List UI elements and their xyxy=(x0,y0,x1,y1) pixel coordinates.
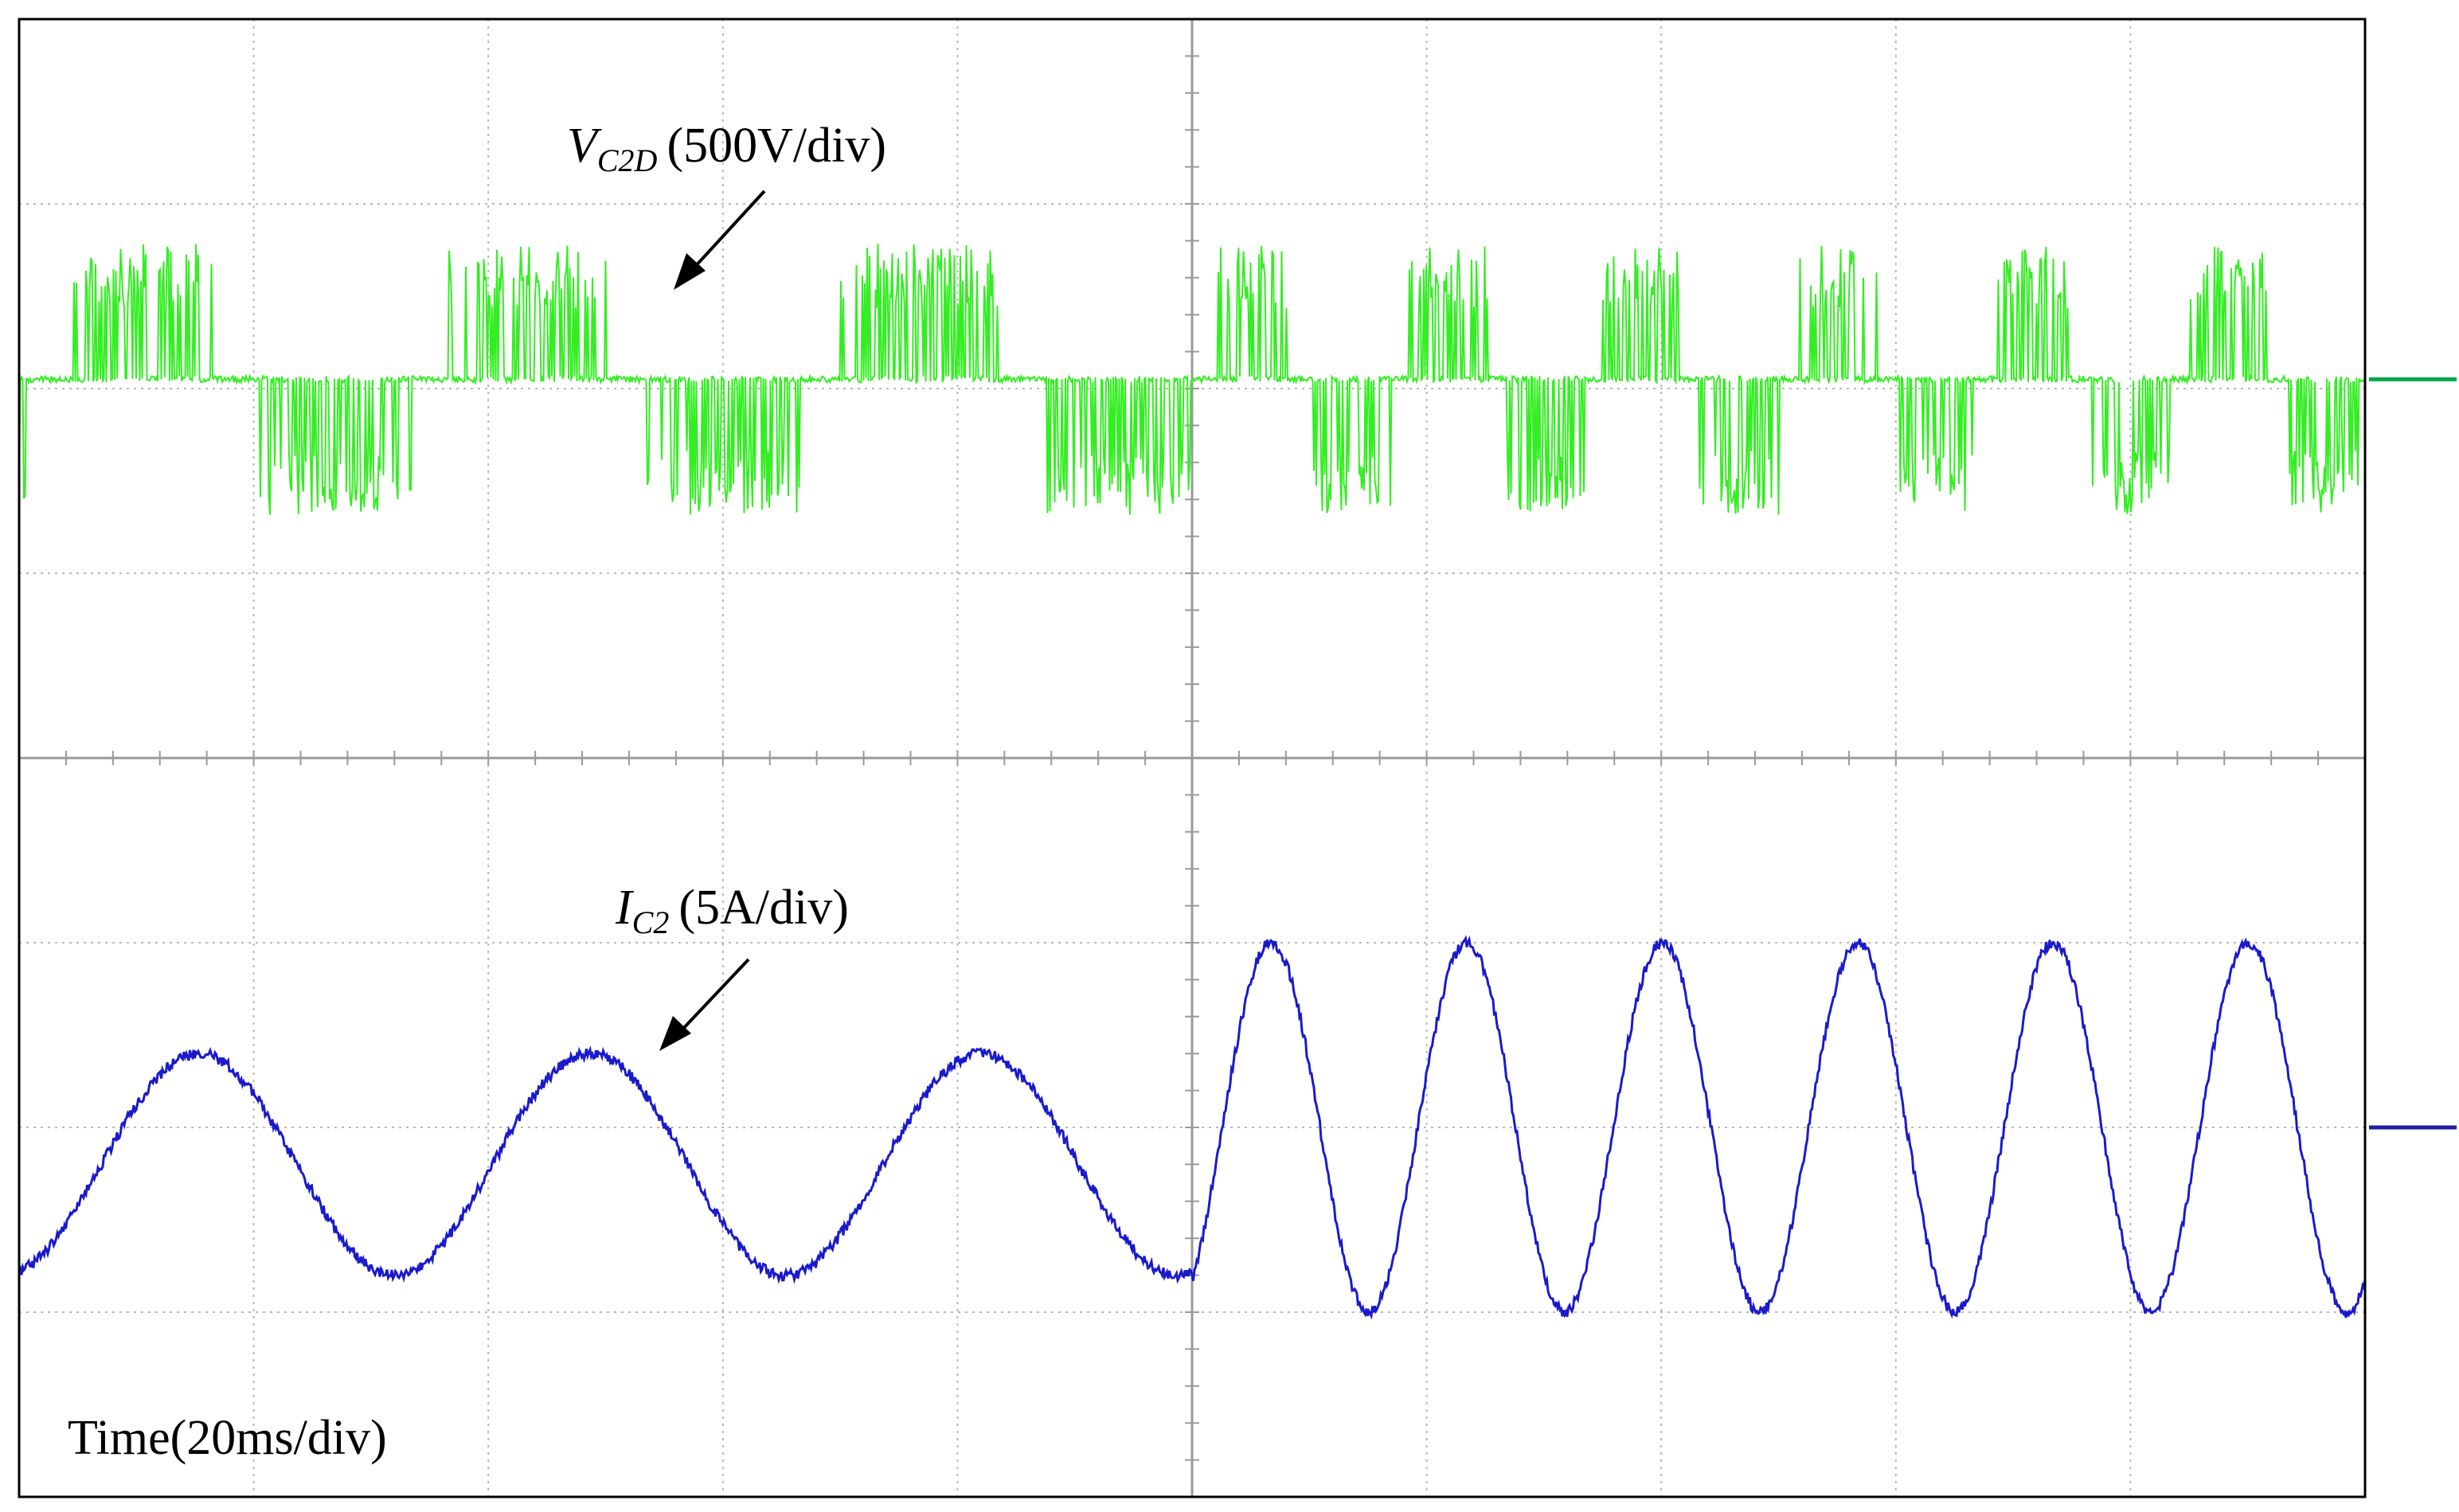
waveforms xyxy=(18,243,2367,1320)
voltage-label-sub: C2D xyxy=(597,143,658,178)
svg-text:IC2(5A/div): IC2 (5A/div) xyxy=(615,881,849,940)
voltage-label-main: V xyxy=(567,119,602,173)
current-channel-label: IC2 (5A/div) xyxy=(615,881,849,940)
voltage-waveform xyxy=(18,243,2366,515)
channel-markers xyxy=(2369,377,2457,1130)
current-label-arrow xyxy=(659,958,750,1051)
voltage-label-arrow xyxy=(674,189,766,290)
current-label-scale: (5A/div) xyxy=(678,881,849,935)
current-label-main: I xyxy=(615,881,635,935)
svg-text:VC2D(500V/div): VC2D (500V/div) xyxy=(567,119,886,178)
voltage-channel-label: VC2D (500V/div) xyxy=(567,119,886,178)
time-scale-label: Time(20ms/div) xyxy=(68,1411,387,1465)
grid xyxy=(18,18,2366,1498)
current-waveform xyxy=(18,935,2367,1320)
plot-border xyxy=(18,18,2367,1498)
voltage-label-scale: (500V/div) xyxy=(667,119,886,173)
current-label-sub: C2 xyxy=(632,904,670,940)
